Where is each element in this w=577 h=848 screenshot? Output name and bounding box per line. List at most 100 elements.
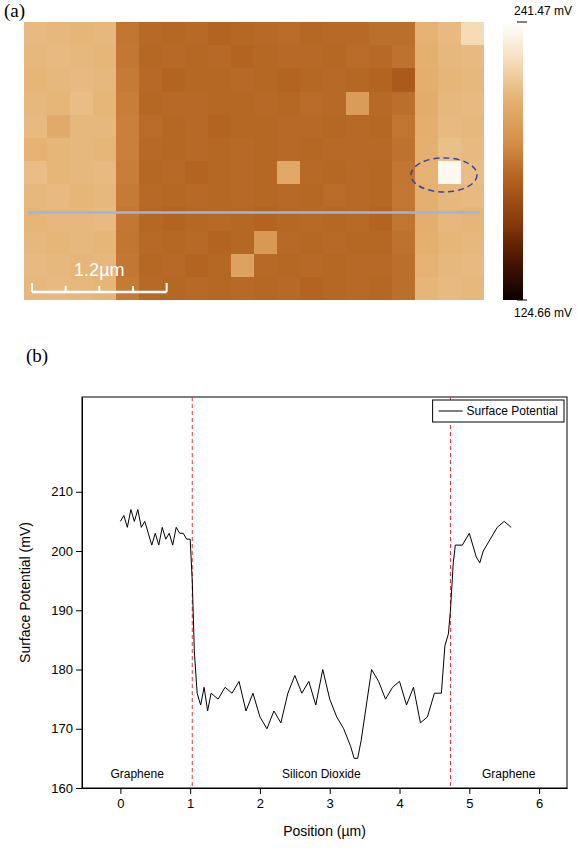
- x-tick-label: 6: [536, 796, 543, 811]
- heatmap-cell: [323, 277, 347, 300]
- heatmap-cell: [300, 161, 324, 185]
- heatmap-cell: [208, 22, 232, 46]
- heatmap-cell: [346, 254, 370, 278]
- heatmap-cell: [70, 138, 94, 162]
- heatmap-cell: [346, 22, 370, 46]
- heatmap-cell: [93, 22, 117, 46]
- legend-swatch: [439, 411, 463, 412]
- heatmap-cell: [369, 45, 393, 69]
- heatmap-cell: [461, 184, 484, 208]
- heatmap-cell: [300, 45, 324, 69]
- heatmap-cell: [461, 254, 484, 278]
- y-tick-label: 200: [51, 544, 73, 559]
- heatmap-cell: [185, 254, 209, 278]
- heatmap-cell: [139, 45, 163, 69]
- heatmap-cell: [93, 138, 117, 162]
- heatmap-cell: [185, 92, 209, 116]
- heatmap-cell: [415, 115, 439, 139]
- heatmap-cell: [139, 161, 163, 185]
- heatmap-cell: [185, 231, 209, 255]
- heatmap-cell: [369, 161, 393, 185]
- heatmap-cell: [392, 184, 416, 208]
- heatmap-cell: [24, 22, 48, 46]
- heatmap-cell: [461, 161, 484, 185]
- heatmap-cell: [323, 68, 347, 92]
- heatmap-cell: [323, 184, 347, 208]
- heatmap-cell: [231, 45, 255, 69]
- heatmap-cell: [47, 138, 71, 162]
- plot-marks: [120, 397, 511, 788]
- x-tick-mark: [120, 788, 121, 794]
- heatmap-cell: [461, 231, 484, 255]
- heatmap-cell: [323, 207, 347, 231]
- heatmap-cell: [369, 92, 393, 116]
- x-tick-label: 2: [257, 796, 264, 811]
- heatmap-cell: [438, 45, 462, 69]
- heatmap-cell: [47, 45, 71, 69]
- heatmap-cell: [70, 68, 94, 92]
- heatmap-cell: [392, 254, 416, 278]
- heatmap-cell: [438, 231, 462, 255]
- x-axis: 0123456: [83, 788, 568, 811]
- heatmap-cell: [93, 45, 117, 69]
- heatmap-cell: [254, 161, 278, 185]
- heatmap-cell: [47, 184, 71, 208]
- heatmap-cell: [139, 92, 163, 116]
- heatmap-cell: [116, 92, 140, 116]
- y-axis: 160170180190200210: [51, 398, 82, 796]
- heatmap-cell: [24, 45, 48, 69]
- x-tick-mark: [330, 788, 331, 794]
- heatmap-cell: [277, 92, 301, 116]
- heatmap-cell: [438, 138, 462, 162]
- heatmap-cell: [277, 277, 301, 300]
- heatmap-cell: [438, 68, 462, 92]
- heatmap-cell: [116, 45, 140, 69]
- heatmap-cell: [47, 92, 71, 116]
- heatmap-cell: [185, 45, 209, 69]
- heatmap-cell: [461, 68, 484, 92]
- panel-b: (b)0123456160170180190200210Position (µm…: [17, 345, 568, 839]
- heatmap-cell: [116, 161, 140, 185]
- heatmap-cell: [300, 184, 324, 208]
- heatmap-cell: [438, 277, 462, 300]
- heatmap-cell: [438, 22, 462, 46]
- heatmap-cell: [24, 92, 48, 116]
- heatmap-cell: [346, 45, 370, 69]
- heatmap-cell: [162, 68, 186, 92]
- heatmap-cell: [323, 138, 347, 162]
- region-label: Graphene: [482, 767, 536, 781]
- plot-frame: [82, 397, 567, 788]
- region-boundary: [450, 397, 451, 788]
- heatmap-cell: [392, 22, 416, 46]
- heatmap-cell: [277, 161, 301, 185]
- heatmap-cell: [277, 22, 301, 46]
- heatmap-cell: [162, 277, 186, 300]
- heatmap-cell: [277, 115, 301, 139]
- heatmap-cell: [392, 161, 416, 185]
- heatmap-cell: [231, 184, 255, 208]
- colorbar: [503, 22, 523, 300]
- heatmap-cell: [254, 22, 278, 46]
- heatmap-cell: [300, 207, 324, 231]
- colorbar-tick: [517, 300, 527, 301]
- heatmap-cell: [47, 22, 71, 46]
- heatmap-cell: [231, 22, 255, 46]
- heatmap-cell: [70, 231, 94, 255]
- x-axis-title: Position (µm): [283, 823, 366, 839]
- y-tick-mark: [76, 610, 82, 611]
- heatmap-cell: [162, 231, 186, 255]
- x-tick-mark: [539, 788, 540, 794]
- x-tick-mark: [469, 788, 470, 794]
- heatmap-cell: [139, 68, 163, 92]
- heatmap-cell: [24, 231, 48, 255]
- heatmap-cell: [277, 45, 301, 69]
- heatmap-cell: [70, 207, 94, 231]
- heatmap-cell: [461, 207, 484, 231]
- heatmap-cell: [162, 115, 186, 139]
- heatmap-cell: [24, 207, 48, 231]
- heatmap-cell: [392, 277, 416, 300]
- heatmap-cell: [116, 277, 140, 300]
- heatmap-cell: [24, 68, 48, 92]
- y-tick-mark: [76, 551, 82, 552]
- heatmap-cell: [47, 277, 71, 300]
